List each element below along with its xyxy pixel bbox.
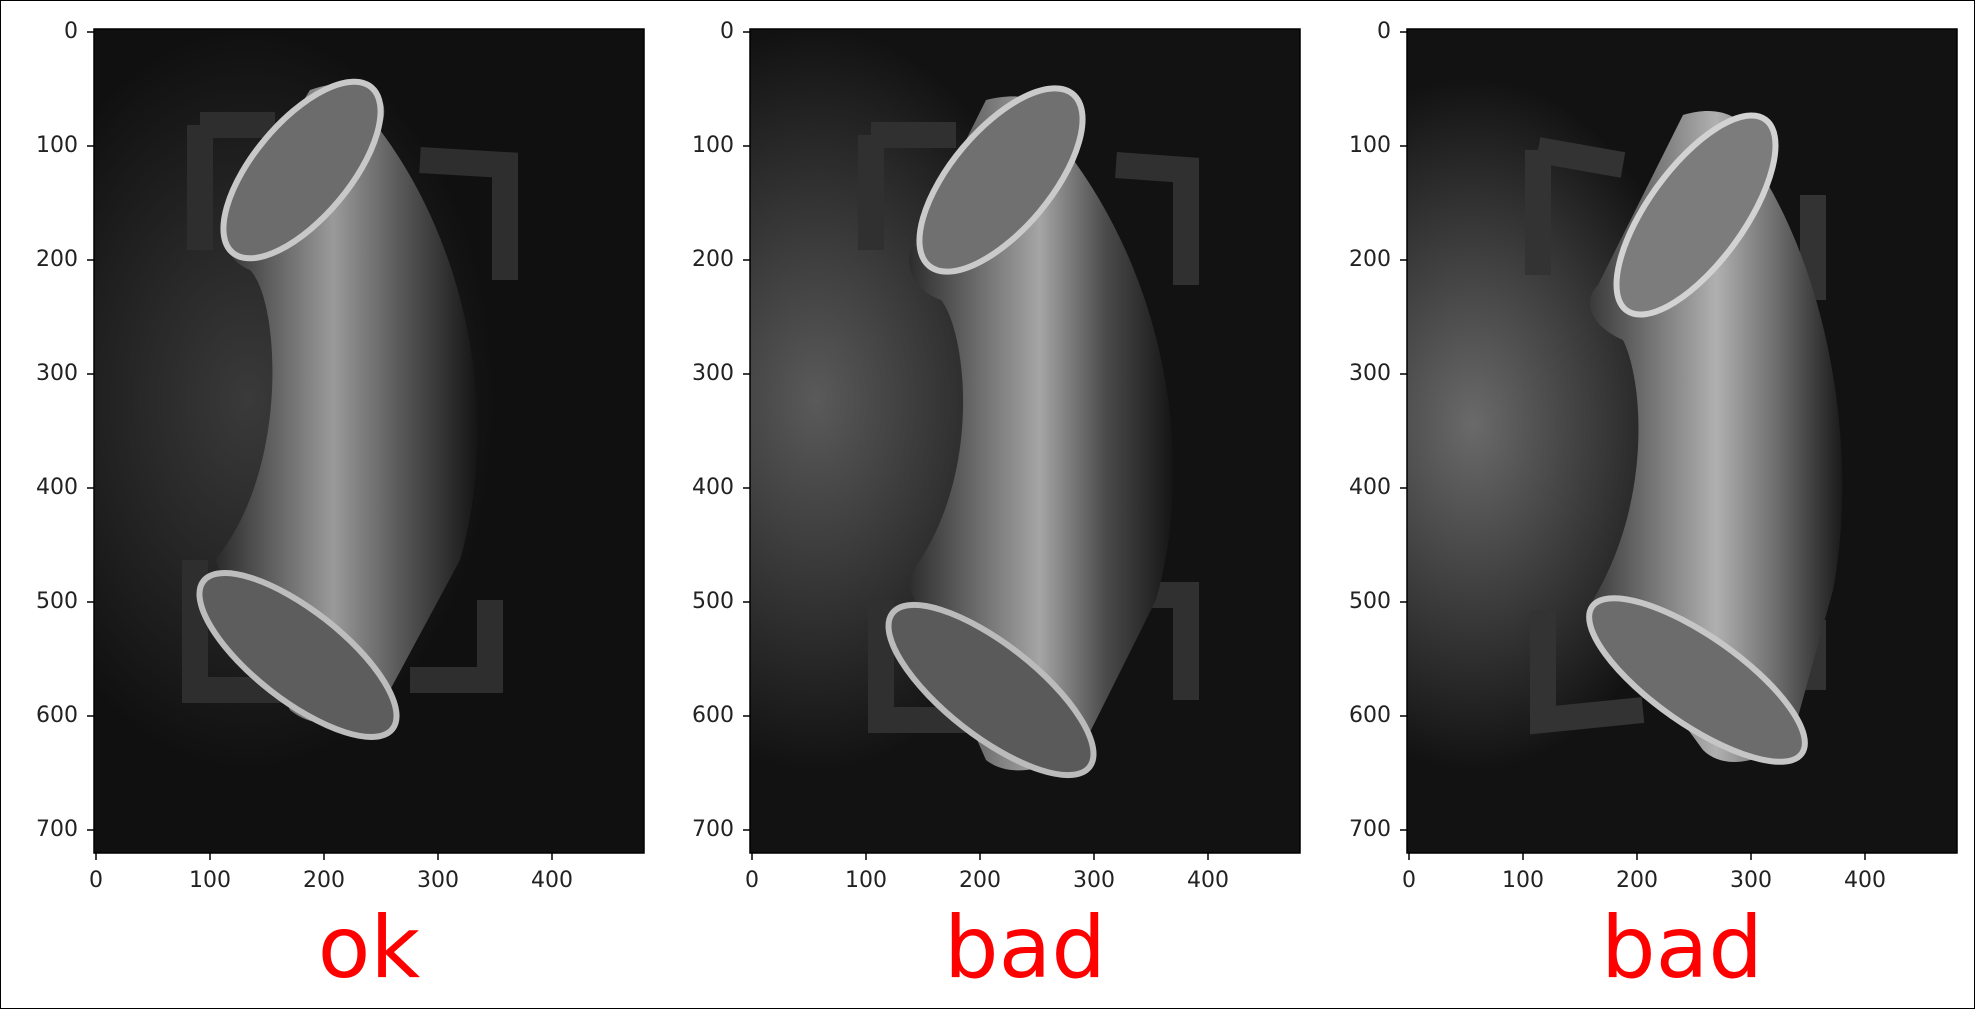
panel-2-y-tick: 700 [692, 817, 734, 842]
panel-1-pipe-flange-top [220, 78, 384, 262]
panel-3-x-tick: 300 [1730, 868, 1772, 893]
panel-2-x-tick: 100 [845, 868, 887, 893]
panel-1-x-tick: 200 [303, 868, 345, 893]
panel-1-y-tick: 100 [36, 133, 78, 158]
panel-2-tape-marks [858, 122, 1199, 733]
panel-2-image-axes [743, 28, 1301, 860]
panel-1-caption: ok [317, 898, 421, 998]
panel-1-x-tick: 300 [417, 868, 459, 893]
panel-3-x-tick: 100 [1502, 868, 1544, 893]
panel-3-x-tick: 200 [1616, 868, 1658, 893]
panel-1-x-tick: 100 [189, 868, 231, 893]
panel-3-tick-marks [1400, 31, 1866, 860]
panel-2-axes-box [749, 28, 1301, 854]
panel-1-tick-marks [87, 31, 553, 860]
panel-1-y-tick: 300 [36, 361, 78, 386]
panel-1-y-tick: 500 [36, 589, 78, 614]
panel-3-y-tick: 500 [1349, 589, 1391, 614]
panel-1-y-tick: 700 [36, 817, 78, 842]
panel-3-y-tick: 700 [1349, 817, 1391, 842]
panel-2-y-tick: 100 [692, 133, 734, 158]
panel-1-x-tick: 0 [89, 868, 103, 893]
panel-1-y-tick: 400 [36, 475, 78, 500]
panel-3-tape-marks [1525, 137, 1826, 735]
panel-2-x-tick: 200 [959, 868, 1001, 893]
panel-3-axes-box [1406, 28, 1958, 854]
panel-1-axes-box [93, 28, 645, 854]
panel-3-pipe-flange-top [1613, 112, 1779, 318]
panel-2-x-tick: 0 [745, 868, 759, 893]
panel-2-caption: bad [944, 898, 1106, 998]
panel-1-image-axes [87, 28, 645, 860]
panel-1-y-tick: 0 [64, 19, 78, 44]
panel-2-x-tick: 400 [1187, 868, 1229, 893]
panel-2-pipe-flange-bottom [885, 601, 1097, 779]
panel-2-y-tick: 200 [692, 247, 734, 272]
panel-3-y-tick: 0 [1377, 19, 1391, 44]
panel-1-tape-marks [182, 112, 518, 703]
panel-2-tick-marks [743, 31, 1209, 860]
panel-3-y-tick: 600 [1349, 703, 1391, 728]
panel-1: 0 100 200 300 400 500 600 700 0 100 200 … [0, 0, 650, 1009]
panel-3-image-axes [1400, 28, 1958, 860]
panel-2: 0 100 200 300 400 500 600 700 0 100 200 … [656, 0, 1306, 1009]
panel-1-x-tick: 400 [531, 868, 573, 893]
panel-2-y-tick: 500 [692, 589, 734, 614]
panel-2-y-tick: 400 [692, 475, 734, 500]
panel-3-y-tick: 400 [1349, 475, 1391, 500]
panel-3-caption: bad [1601, 898, 1763, 998]
panel-2-x-tick: 300 [1073, 868, 1115, 893]
panel-2-pipe-flange-top [916, 85, 1086, 275]
panel-2-y-tick: 300 [692, 361, 734, 386]
panel-3-x-tick: 400 [1844, 868, 1886, 893]
panel-1-y-tick: 200 [36, 247, 78, 272]
panel-1-pipe-flange-bottom [196, 570, 400, 740]
panel-2-y-tick: 0 [720, 19, 734, 44]
panel-1-y-tick: 600 [36, 703, 78, 728]
panel-3-y-tick: 100 [1349, 133, 1391, 158]
panel-3-x-tick: 0 [1402, 868, 1416, 893]
panel-2-y-tick: 600 [692, 703, 734, 728]
panel-3-y-tick: 200 [1349, 247, 1391, 272]
panel-3: 0 100 200 300 400 500 600 700 0 100 200 … [1313, 0, 1963, 1009]
panel-3-pipe-flange-bottom [1586, 595, 1808, 765]
panel-3-y-tick: 300 [1349, 361, 1391, 386]
